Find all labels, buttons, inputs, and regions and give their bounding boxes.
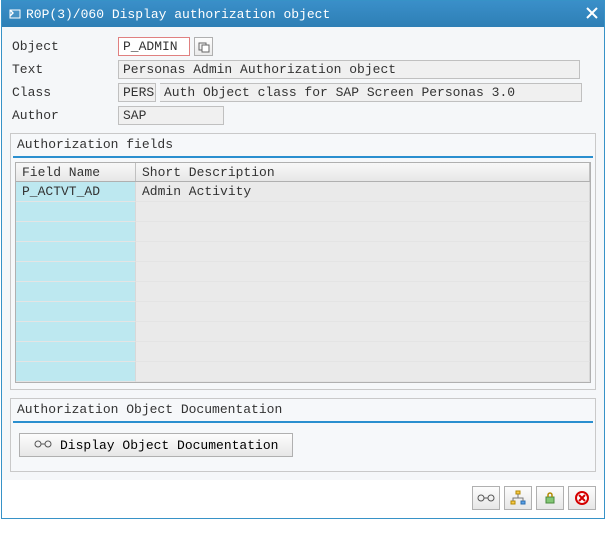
doc-panel: Authorization Object Documentation Displ… xyxy=(10,398,596,472)
author-input: SAP xyxy=(118,106,224,125)
cell-short-desc xyxy=(136,342,590,362)
table-row[interactable] xyxy=(16,302,590,322)
panel-divider xyxy=(13,421,593,423)
class-row: Class PERSAuth Object class for SAP Scre… xyxy=(10,83,596,102)
table-row[interactable] xyxy=(16,242,590,262)
cell-field-name xyxy=(16,262,136,282)
auth-fields-panel: Authorization fields Field Name Short De… xyxy=(10,133,596,390)
table-row[interactable] xyxy=(16,282,590,302)
panel-divider xyxy=(13,156,593,158)
object-label: Object xyxy=(10,39,114,54)
cell-field-name xyxy=(16,282,136,302)
table-row[interactable] xyxy=(16,222,590,242)
text-row: Text Personas Admin Authorization object xyxy=(10,60,596,79)
table-body: P_ACTVT_ADAdmin Activity xyxy=(15,182,591,383)
object-row: Object P_ADMIN xyxy=(10,37,596,56)
table-row[interactable]: P_ACTVT_ADAdmin Activity xyxy=(16,182,590,202)
class-desc-input: Auth Object class for SAP Screen Persona… xyxy=(160,83,582,102)
cell-short-desc xyxy=(136,242,590,262)
author-row: Author SAP xyxy=(10,106,596,125)
table-row[interactable] xyxy=(16,322,590,342)
cell-field-name xyxy=(16,342,136,362)
dialog-window: R0P(3)/060 Display authorization object … xyxy=(1,0,605,519)
th-field-name: Field Name xyxy=(16,163,136,181)
cell-short-desc xyxy=(136,302,590,322)
display-doc-label: Display Object Documentation xyxy=(60,438,278,453)
cancel-button[interactable] xyxy=(568,486,596,510)
cell-field-name xyxy=(16,222,136,242)
class-code-input: PERS xyxy=(118,83,156,102)
cell-field-name: P_ACTVT_AD xyxy=(16,182,136,202)
titlebar: R0P(3)/060 Display authorization object xyxy=(2,1,604,27)
text-label: Text xyxy=(10,62,114,77)
cell-short-desc xyxy=(136,282,590,302)
cell-field-name xyxy=(16,302,136,322)
object-input[interactable]: P_ADMIN xyxy=(118,37,190,56)
cell-field-name xyxy=(16,202,136,222)
hierarchy-button[interactable] xyxy=(504,486,532,510)
cell-short-desc xyxy=(136,202,590,222)
search-help-icon[interactable] xyxy=(194,37,213,56)
display-doc-button[interactable]: Display Object Documentation xyxy=(19,433,293,457)
table-row[interactable] xyxy=(16,202,590,222)
author-label: Author xyxy=(10,108,114,123)
fields-table: Field Name Short Description P_ACTVT_ADA… xyxy=(15,162,591,383)
class-label: Class xyxy=(10,85,114,100)
window-title: R0P(3)/060 Display authorization object xyxy=(26,7,586,22)
cell-short-desc xyxy=(136,262,590,282)
cell-short-desc xyxy=(136,222,590,242)
table-row[interactable] xyxy=(16,262,590,282)
content-area: Object P_ADMIN Text Personas Admin Autho… xyxy=(2,27,604,480)
text-input: Personas Admin Authorization object xyxy=(118,60,580,79)
cell-short-desc xyxy=(136,322,590,342)
close-icon[interactable] xyxy=(586,7,598,22)
cell-field-name xyxy=(16,362,136,382)
table-header: Field Name Short Description xyxy=(15,162,591,182)
doc-panel-title: Authorization Object Documentation xyxy=(11,399,595,421)
glasses-button[interactable] xyxy=(472,486,500,510)
window-icon xyxy=(8,7,22,21)
cell-short-desc xyxy=(136,362,590,382)
lock-button[interactable] xyxy=(536,486,564,510)
glasses-icon xyxy=(34,438,52,453)
table-row[interactable] xyxy=(16,342,590,362)
cell-short-desc: Admin Activity xyxy=(136,182,590,202)
auth-fields-title: Authorization fields xyxy=(11,134,595,156)
cell-field-name xyxy=(16,322,136,342)
th-short-desc: Short Description xyxy=(136,163,590,181)
table-row[interactable] xyxy=(16,362,590,382)
bottom-toolbar xyxy=(2,480,604,518)
cell-field-name xyxy=(16,242,136,262)
